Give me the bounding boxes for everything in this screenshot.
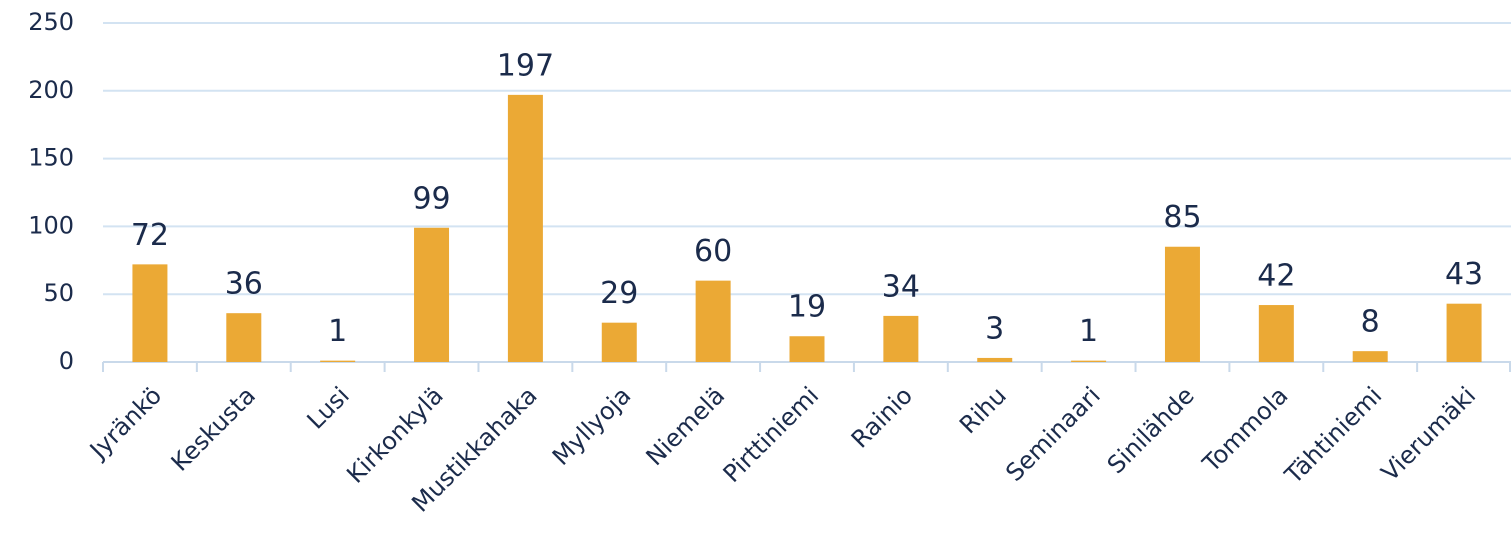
x-tick-label: Sinilähde (1102, 381, 1200, 479)
bar (226, 313, 262, 362)
value-label: 197 (497, 48, 554, 83)
value-label: 34 (882, 269, 920, 304)
value-label: 60 (694, 234, 732, 269)
value-label: 1 (1079, 314, 1098, 349)
bar (507, 94, 543, 363)
value-label: 72 (131, 218, 169, 253)
value-label: 3 (985, 311, 1004, 346)
bar (601, 322, 637, 362)
bar (1352, 351, 1388, 362)
bar (1071, 360, 1107, 362)
x-tick-label: Tommola (1197, 381, 1294, 478)
bar (1164, 246, 1200, 362)
bar (1258, 305, 1294, 362)
bar (132, 264, 168, 362)
x-tick-label: Pirttiniemi (718, 381, 825, 488)
value-label: 29 (600, 276, 638, 311)
x-tick-label: Seminaari (1000, 381, 1106, 487)
bar (977, 357, 1013, 362)
value-label: 36 (225, 267, 263, 302)
bar (414, 227, 450, 362)
bar (1446, 303, 1482, 362)
y-tick-label: 150 (28, 144, 74, 172)
y-tick-label: 0 (59, 347, 74, 375)
bar (695, 280, 731, 362)
value-label: 8 (1361, 305, 1380, 340)
x-tick-label: Myllyoja (547, 381, 636, 470)
value-label: 19 (788, 290, 826, 325)
bar (320, 360, 356, 362)
value-label: 1 (328, 314, 347, 349)
x-tick-label: Jyränkö (83, 381, 167, 465)
x-tick-label: Tähtiniemi (1279, 381, 1388, 490)
x-tick-label: Lusi (302, 381, 355, 434)
value-label: 99 (412, 181, 450, 216)
value-label: 42 (1257, 259, 1295, 294)
x-tick-label: Vierumäki (1376, 381, 1481, 486)
y-tick-label: 200 (28, 76, 74, 104)
bar (789, 336, 825, 362)
x-tick-label: Keskusta (166, 381, 261, 476)
value-label: 43 (1445, 257, 1483, 292)
y-tick-label: 50 (43, 279, 74, 307)
y-tick-label: 100 (28, 211, 74, 239)
bar (883, 315, 919, 362)
value-label: 85 (1163, 200, 1201, 235)
x-tick-label: Rihu (954, 381, 1012, 439)
x-tick-label: Niemelä (641, 381, 731, 471)
x-tick-label: Rainio (846, 381, 918, 453)
y-tick-label: 250 (28, 8, 74, 36)
